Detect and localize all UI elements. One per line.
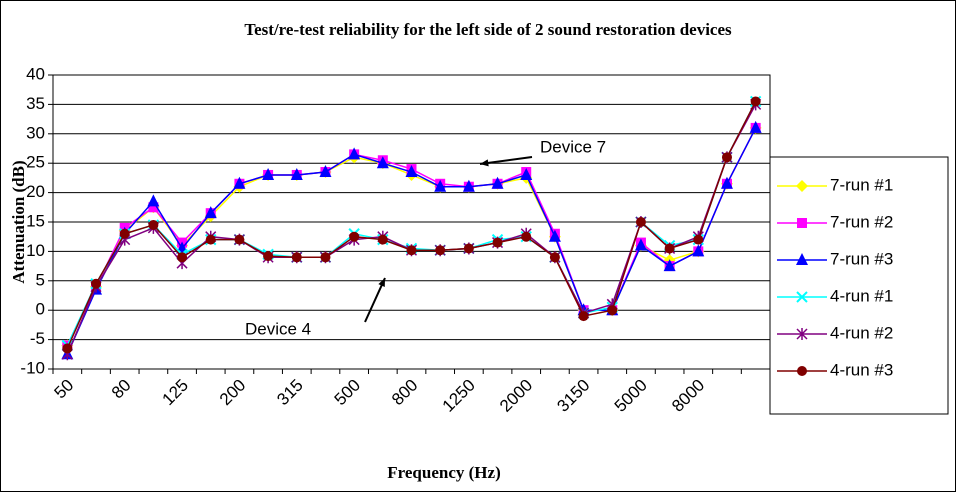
marker	[664, 243, 675, 254]
arrow-head	[480, 159, 489, 167]
marker	[320, 252, 331, 263]
marker	[405, 165, 418, 178]
marker	[663, 259, 676, 272]
marker	[750, 96, 761, 107]
marker	[319, 165, 332, 178]
marker	[796, 253, 808, 265]
marker	[521, 231, 532, 242]
marker	[692, 244, 705, 257]
chart-title: Test/re-test reliability for the left si…	[244, 20, 732, 39]
legend-label: 7-run #1	[830, 175, 893, 194]
legend-label: 7-run #2	[830, 212, 893, 231]
marker	[233, 176, 246, 189]
marker	[262, 167, 275, 180]
legend-label: 4-run #2	[830, 323, 893, 342]
y-tick-label: 10	[26, 241, 45, 260]
annotation: Device 7	[540, 137, 606, 156]
marker	[721, 152, 732, 163]
marker	[520, 167, 533, 180]
marker	[463, 243, 474, 254]
marker	[634, 238, 647, 251]
y-tick-label: -10	[20, 358, 45, 377]
marker	[62, 343, 73, 354]
marker	[797, 366, 807, 376]
marker	[406, 245, 417, 256]
marker	[348, 147, 361, 160]
marker	[491, 176, 504, 189]
legend-label: 4-run #3	[830, 360, 893, 379]
marker	[119, 228, 130, 239]
marker	[349, 231, 360, 242]
y-tick-label: 40	[26, 64, 45, 83]
marker	[462, 179, 475, 192]
y-tick-label: 5	[36, 270, 45, 289]
x-axis-title: Frequency (Hz)	[387, 463, 500, 482]
marker	[607, 305, 618, 316]
y-tick-label: 15	[26, 211, 45, 230]
series	[62, 96, 761, 354]
marker	[376, 156, 389, 169]
marker	[290, 167, 303, 180]
y-tick-label: 35	[26, 94, 45, 113]
marker	[796, 180, 808, 192]
marker	[720, 176, 733, 189]
marker	[796, 328, 808, 340]
marker	[147, 194, 160, 207]
marker	[148, 202, 159, 213]
marker	[204, 206, 217, 219]
marker	[205, 234, 216, 245]
marker	[693, 234, 704, 245]
marker	[377, 234, 388, 245]
marker	[635, 217, 646, 227]
arrow-head	[378, 278, 385, 287]
marker	[177, 252, 188, 263]
marker	[291, 252, 302, 263]
annotation-arrow	[479, 156, 533, 165]
marker	[548, 229, 561, 242]
annotation: Device 4	[245, 319, 311, 338]
marker	[549, 252, 560, 263]
marker	[749, 120, 762, 133]
marker	[492, 237, 503, 248]
marker	[435, 245, 446, 256]
marker	[796, 291, 808, 303]
y-tick-label: -5	[30, 329, 45, 348]
y-tick-label: 20	[26, 182, 45, 201]
marker	[434, 179, 447, 192]
marker	[797, 218, 807, 228]
y-tick-label: 0	[36, 300, 45, 319]
y-axis-title: Attenuation (dB)	[9, 160, 28, 283]
y-tick-label: 25	[26, 153, 45, 172]
legend-label: 7-run #3	[830, 249, 893, 268]
y-tick-label: 30	[26, 123, 45, 142]
marker	[148, 219, 159, 230]
marker	[234, 234, 245, 245]
marker	[263, 251, 274, 262]
marker	[91, 278, 102, 289]
legend-label: 4-run #1	[830, 286, 893, 305]
marker	[578, 311, 589, 322]
